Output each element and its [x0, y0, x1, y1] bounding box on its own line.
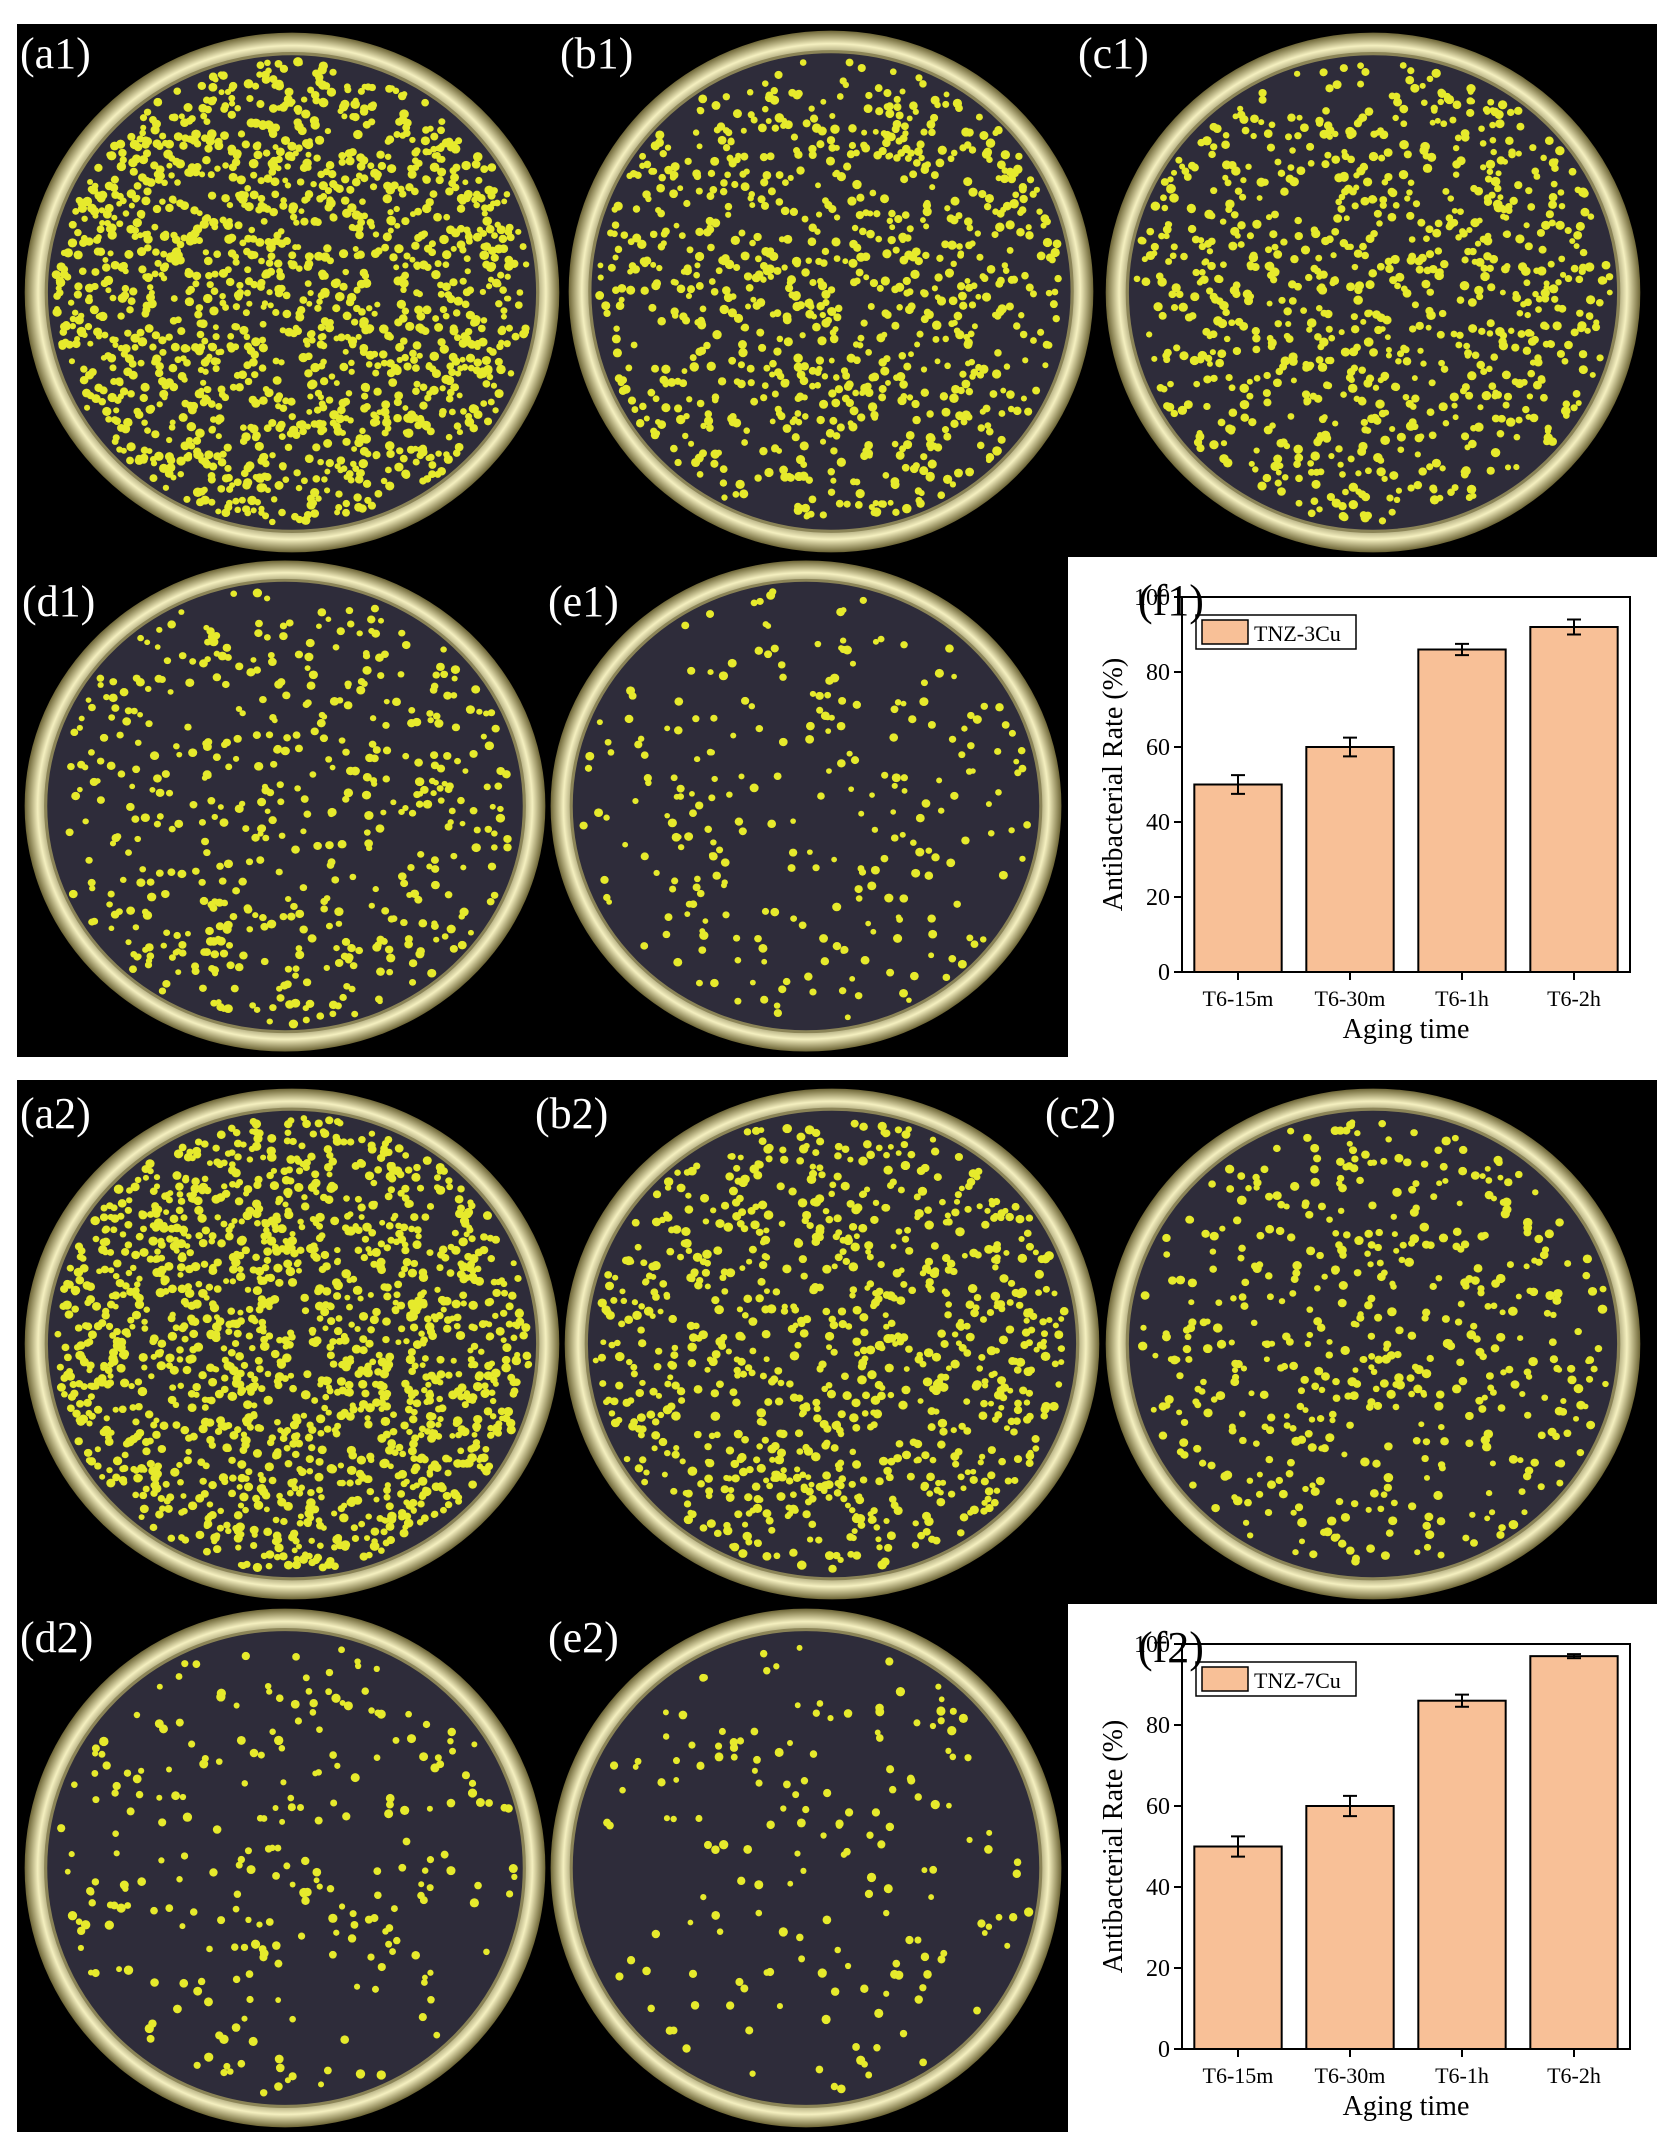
petri-dish-graphic [550, 560, 1062, 1052]
panel-label-d1: (d1) [22, 577, 96, 626]
colonies [603, 1644, 1034, 2094]
plate-agar [569, 1628, 1043, 2108]
legend-swatch [1201, 1666, 1249, 1692]
x-tick-label: T6-15m [1203, 2063, 1274, 2088]
y-tick-label: 80 [1146, 660, 1170, 686]
y-tick-label: 80 [1146, 1713, 1170, 1739]
petri-dish-a1 [22, 30, 562, 555]
panel-label-chart: (f2) [1138, 1623, 1204, 1672]
colonies [1133, 62, 1614, 525]
bar-chart-svg: 0 20 40 60 80 100 T6-15m T6-30m T6-1h T6-2h Aging … [1098, 576, 1631, 1045]
bar-T6-15m [1193, 1845, 1283, 2050]
petri-dish-b1 [566, 28, 1096, 555]
colonies [54, 1115, 533, 1572]
y-tick-label: 0 [1158, 960, 1170, 986]
x-axis-title: Aging time [1343, 2091, 1470, 2122]
legend-label: TNZ-3Cu [1254, 621, 1341, 646]
y-tick-label: 100 [1134, 585, 1170, 611]
bar-T6-1h [1417, 1699, 1507, 2050]
petri-dish-b2 [562, 1086, 1102, 1602]
x-tick-label: T6-2h [1547, 986, 1601, 1011]
plate-agar [1125, 1107, 1621, 1581]
panel-label-chart: (f1) [1138, 576, 1204, 625]
panel-label-d2: (d2) [20, 1613, 94, 1662]
plot-frame [1181, 596, 1631, 973]
plot-frame [1181, 1643, 1631, 2050]
x-tick-label: T6-15m [1203, 986, 1274, 1011]
x-axis-title: Aging time [1343, 1014, 1470, 1045]
error-bar-T6-2h [1567, 618, 1581, 636]
petri-dish-c1 [1103, 30, 1643, 555]
petri-dish-graphic [1105, 1088, 1641, 1600]
petri-dish-e1 [548, 558, 1064, 1054]
colonies [57, 1646, 518, 2097]
bar-chart-f1: 0 20 40 60 80 100 T6-15m T6-30m T6-1h T6-2h Aging … [1070, 557, 1660, 1072]
bar-T6-2h [1529, 626, 1619, 973]
x-tick-label: T6-1h [1435, 986, 1489, 1011]
bar-chart-svg: 0 20 40 60 80 100 T6-15m T6-30m T6-1h T6-2h Aging … [1098, 1623, 1631, 2122]
colonies [65, 588, 512, 1029]
panel-label-a1: (a1) [20, 29, 91, 78]
petri-dish-d2 [22, 1606, 548, 2130]
error-bar-T6-15m [1231, 1835, 1245, 1858]
y-tick-label: 40 [1146, 1875, 1170, 1901]
colonies [579, 588, 1031, 1021]
legend: TNZ-7Cu [1195, 1661, 1357, 1697]
y-axis-title: Antibacterial Rate (%) [1098, 1720, 1129, 1973]
error-bar-T6-30m [1343, 1794, 1357, 1818]
petri-dish-e2 [548, 1606, 1064, 2130]
panel-label-b2: (b2) [535, 1089, 609, 1138]
panel-label-c2: (c2) [1045, 1089, 1116, 1138]
colonies [1138, 1119, 1609, 1566]
legend: TNZ-3Cu [1195, 614, 1357, 650]
x-tick-label: T6-1h [1435, 2063, 1489, 2088]
bar-T6-2h [1529, 1655, 1619, 2051]
panel-label-a2: (a2) [20, 1089, 91, 1138]
legend-label: TNZ-7Cu [1254, 1668, 1341, 1693]
colonies [592, 1119, 1069, 1573]
y-tick-label: 20 [1146, 1956, 1170, 1982]
panel-label-c1: (c1) [1078, 29, 1149, 78]
panel-label-e2: (e2) [548, 1613, 619, 1662]
petri-dish-graphic [24, 32, 560, 553]
bar-T6-30m [1305, 1805, 1395, 2050]
petri-dish-graphic [550, 1608, 1062, 2128]
error-bar-T6-15m [1231, 774, 1245, 795]
bar-T6-1h [1417, 648, 1507, 973]
legend-swatch [1201, 619, 1249, 645]
panel-label-e1: (e1) [548, 577, 619, 626]
y-tick-label: 0 [1158, 2037, 1170, 2063]
bar-T6-30m [1305, 746, 1395, 973]
y-tick-label: 100 [1134, 1632, 1170, 1658]
error-bar-T6-1h [1455, 1693, 1469, 1708]
petri-dish-graphic [1105, 32, 1641, 553]
petri-dish-graphic [564, 1088, 1100, 1600]
x-tick-label: T6-30m [1315, 2063, 1386, 2088]
petri-dish-graphic [24, 1608, 546, 2128]
petri-dish-d1 [22, 558, 548, 1054]
y-tick-label: 20 [1146, 885, 1170, 911]
x-tick-label: T6-2h [1547, 2063, 1601, 2088]
colonies [51, 57, 530, 526]
panel-label-b1: (b1) [560, 29, 634, 78]
y-tick-label: 60 [1146, 1794, 1170, 1820]
plate-agar [44, 578, 526, 1034]
plate-agar [569, 578, 1043, 1034]
bar-chart-f2: 0 20 40 60 80 100 T6-15m T6-30m T6-1h T6-2h Aging … [1070, 1604, 1660, 2149]
petri-dish-graphic [24, 1088, 560, 1600]
petri-dish-graphic [568, 30, 1094, 553]
error-bar-T6-30m [1343, 736, 1357, 758]
y-tick-label: 60 [1146, 735, 1170, 761]
y-tick-label: 40 [1146, 810, 1170, 836]
x-tick-label: T6-30m [1315, 986, 1386, 1011]
colonies [595, 58, 1062, 520]
petri-dish-a2 [22, 1086, 562, 1602]
petri-dish-graphic [24, 560, 546, 1052]
petri-dish-c2 [1103, 1086, 1643, 1602]
bar-T6-15m [1193, 783, 1283, 973]
error-bar-T6-2h [1567, 1653, 1581, 1660]
y-axis-title: Antibacterial Rate (%) [1098, 658, 1129, 911]
error-bar-T6-1h [1455, 642, 1469, 657]
